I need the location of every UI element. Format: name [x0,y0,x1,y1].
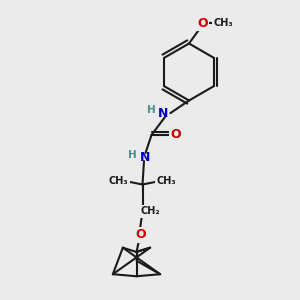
Text: O: O [170,128,181,142]
Text: H: H [128,149,137,160]
Text: CH₃: CH₃ [109,176,128,187]
Text: H: H [147,105,156,115]
Text: CH₂: CH₂ [140,206,160,217]
Text: O: O [136,228,146,242]
Text: N: N [140,151,151,164]
Text: O: O [197,17,208,30]
Text: CH₃: CH₃ [157,176,176,187]
Text: CH₃: CH₃ [213,18,233,28]
Text: N: N [158,106,169,120]
